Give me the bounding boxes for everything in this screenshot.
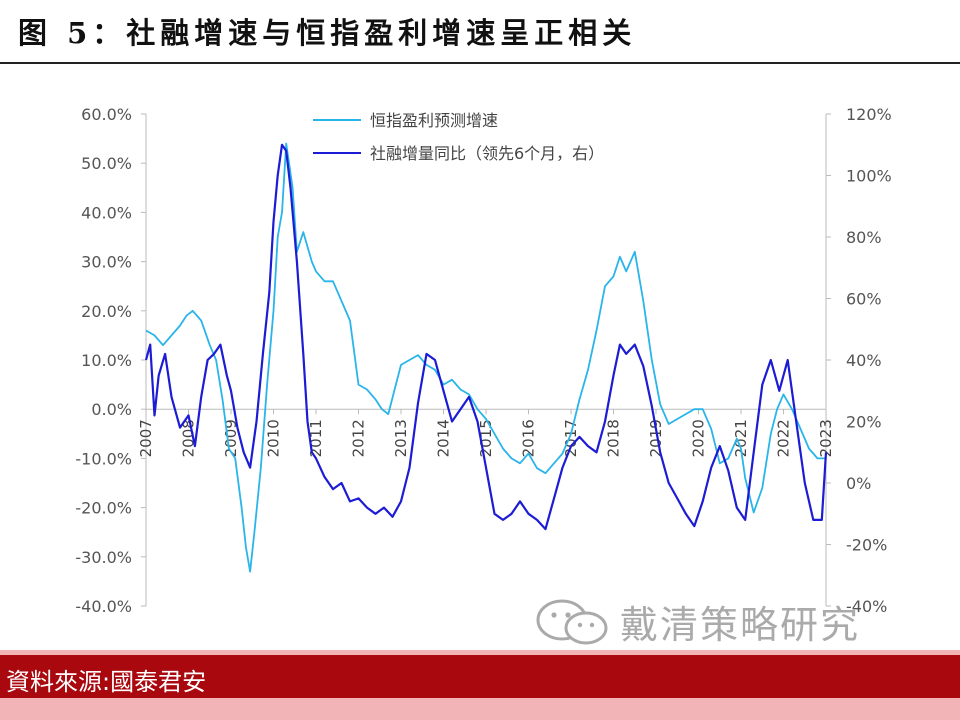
left-tick-label: 30.0% bbox=[81, 253, 132, 272]
x-axis-ticks: 2007 2008 2009 2010 2011 2012 2013 2014 2015 2016… bbox=[137, 409, 835, 457]
x-tick-label: 2007 bbox=[137, 419, 155, 457]
source-text: 資料來源:國泰君安 bbox=[6, 668, 207, 696]
right-axis-ticks: 120% 100% 80% 60% 40% 20% 0% -20% -40% bbox=[826, 105, 892, 616]
x-tick-label: 2020 bbox=[690, 419, 708, 457]
left-tick-label: 0.0% bbox=[91, 400, 132, 419]
left-tick-label: -40.0% bbox=[75, 597, 132, 616]
x-tick-label: 2017 bbox=[562, 419, 580, 457]
right-tick-label: 0% bbox=[846, 474, 871, 493]
x-tick-label: 2012 bbox=[350, 419, 368, 457]
right-tick-label: 80% bbox=[846, 228, 882, 247]
x-tick-label: 2014 bbox=[435, 419, 453, 457]
right-tick-label: 20% bbox=[846, 413, 882, 432]
series-line-2 bbox=[144, 143, 828, 531]
x-tick-label: 2016 bbox=[520, 419, 538, 457]
right-tick-label: 40% bbox=[846, 351, 882, 370]
x-tick-label: 2021 bbox=[732, 419, 750, 457]
left-tick-label: 10.0% bbox=[81, 351, 132, 370]
right-tick-label: 60% bbox=[846, 290, 882, 309]
footer-top-strip bbox=[0, 650, 960, 655]
right-tick-label: 100% bbox=[846, 167, 892, 186]
x-tick-label: 2022 bbox=[775, 419, 793, 457]
chart: 60.0% 50.0% 40.0% 30.0% 20.0% 10.0% 0.0% -10.0%… bbox=[75, 105, 892, 616]
x-tick-label: 2013 bbox=[392, 419, 410, 457]
series-lines bbox=[144, 142, 828, 573]
x-tick-label: 2023 bbox=[817, 419, 835, 457]
right-tick-label: 120% bbox=[846, 105, 892, 124]
footer-bottom-strip bbox=[0, 698, 960, 720]
legend-label-series-2: 社融增量同比（领先6个月，右） bbox=[370, 144, 604, 163]
wechat-logo-icon bbox=[536, 599, 608, 645]
right-tick-label: -40% bbox=[846, 597, 887, 616]
series-line-1 bbox=[145, 142, 826, 573]
title-divider bbox=[0, 62, 960, 64]
x-tick-label: 2008 bbox=[180, 419, 198, 457]
source-bar: 資料來源:國泰君安 bbox=[0, 655, 960, 698]
left-tick-label: 50.0% bbox=[81, 154, 132, 173]
x-tick-label: 2010 bbox=[265, 419, 283, 457]
left-tick-label: 40.0% bbox=[81, 203, 132, 222]
x-tick-label: 2018 bbox=[605, 419, 623, 457]
left-axis-ticks: 60.0% 50.0% 40.0% 30.0% 20.0% 10.0% 0.0% -10.0%… bbox=[75, 105, 146, 616]
axes bbox=[145, 114, 827, 606]
legend-label-series-1: 恒指盈利预测增速 bbox=[370, 111, 498, 130]
watermark-text: 戴清策略研究 bbox=[620, 603, 861, 647]
left-tick-label: -10.0% bbox=[75, 449, 132, 468]
legend: 恒指盈利预测增速 社融增量同比（领先6个月，右） bbox=[313, 111, 604, 163]
left-tick-label: -20.0% bbox=[75, 499, 132, 518]
right-tick-label: -20% bbox=[846, 536, 887, 555]
figure-title: 图 5：社融增速与恒指盈利增速呈正相关 bbox=[18, 16, 637, 50]
left-tick-label: -30.0% bbox=[75, 548, 132, 567]
left-tick-label: 60.0% bbox=[81, 105, 132, 124]
left-tick-label: 20.0% bbox=[81, 302, 132, 321]
